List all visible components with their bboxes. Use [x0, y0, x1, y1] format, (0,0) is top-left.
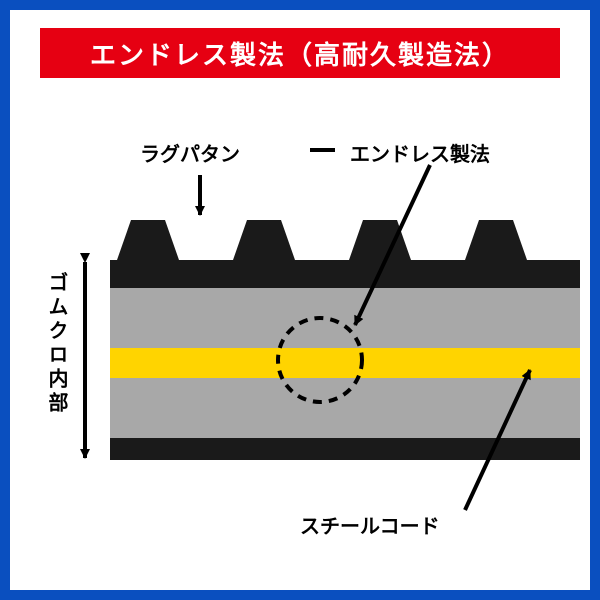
layer-bot-gray [110, 378, 580, 438]
endless-circle [278, 318, 362, 402]
label-endless-method: エンドレス製法 [350, 138, 490, 167]
label-rubber-interior: ゴムクロ内部 [42, 272, 71, 416]
lug [233, 220, 295, 260]
lug [465, 220, 527, 260]
title-bar: エンドレス製法（高耐久製造法） [40, 28, 560, 78]
arrow-steel [465, 370, 530, 510]
layer-top-black [110, 260, 580, 288]
label-lug-pattern: ラグパタン [140, 138, 240, 167]
lug [117, 220, 179, 260]
label-steel-cord: スチールコード [300, 510, 440, 539]
title-text: エンドレス製法（高耐久製造法） [90, 35, 510, 72]
layer-bot-black [110, 438, 580, 460]
layer-yellow-steel [110, 348, 580, 378]
layer-top-gray [110, 288, 580, 348]
outer-frame: エンドレス製法（高耐久製造法） ラグパタン エンドレス製法 ゴムクロ内部 スチー… [0, 0, 600, 600]
arrow-endless [355, 165, 430, 325]
lug [349, 220, 411, 260]
cross-section-diagram [10, 10, 590, 590]
